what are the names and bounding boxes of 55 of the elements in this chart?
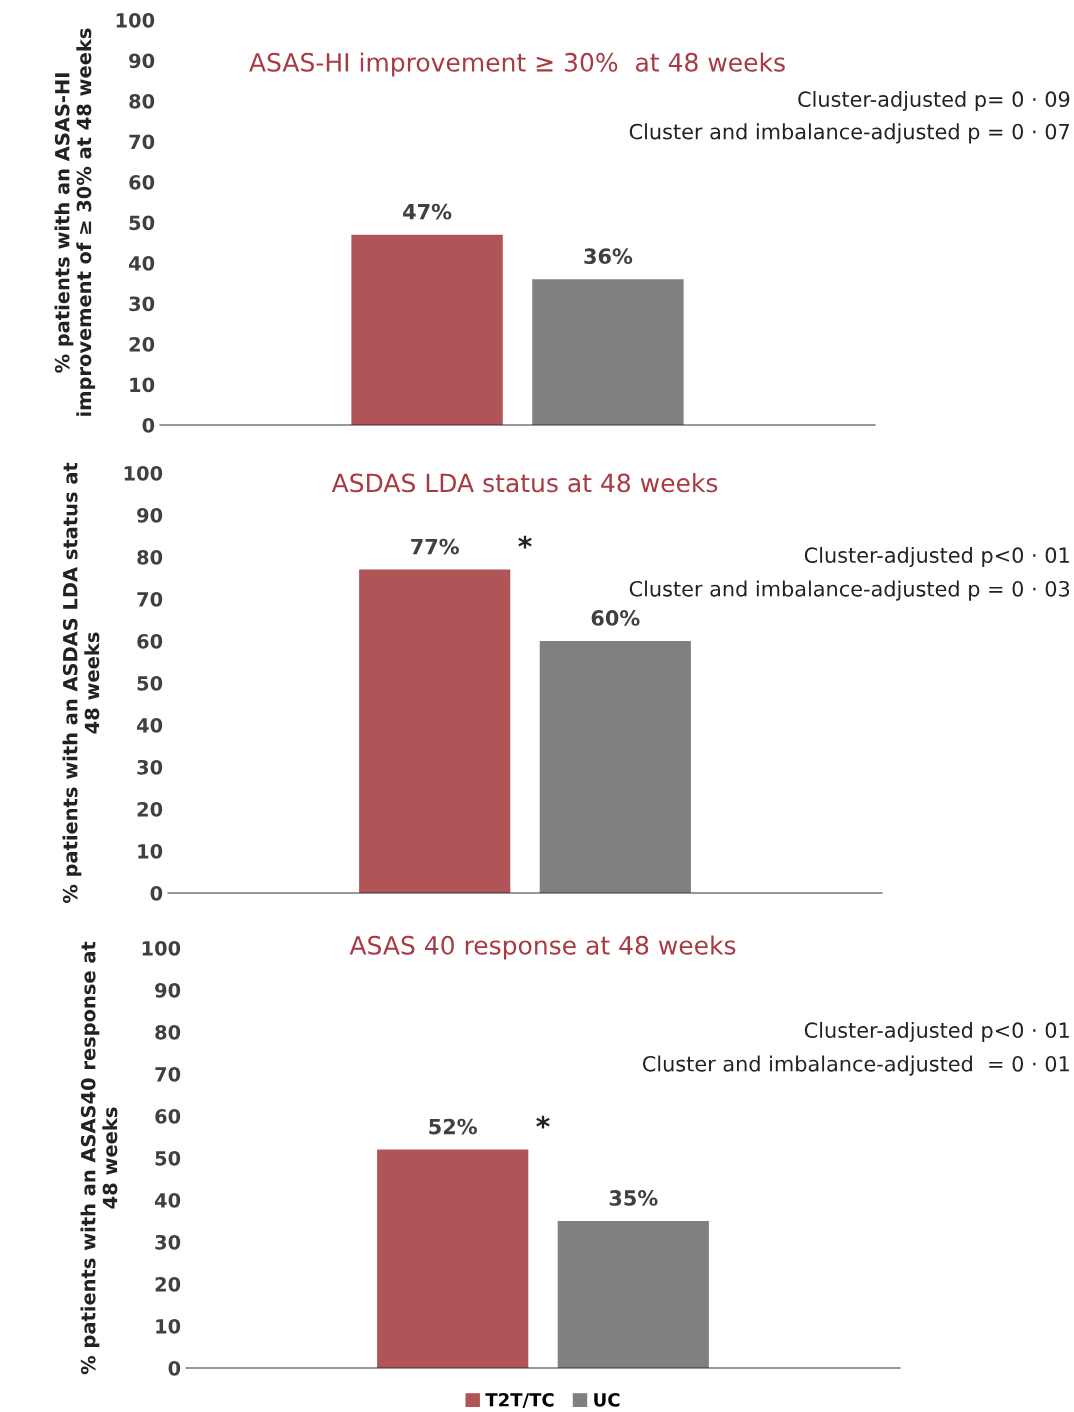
y-axis-title: % patients with an ASAS40 response at 48 weeks xyxy=(80,941,118,1375)
y-tick-label: 80 xyxy=(137,549,163,565)
annotation: Cluster-adjusted p<0 · 01 xyxy=(804,546,1069,568)
y-tick-label: 100 xyxy=(124,465,163,481)
y-tick-label: 100 xyxy=(142,940,181,956)
annotation: Cluster and imbalance-adjusted p = 0 · 07 xyxy=(629,123,1069,144)
y-tick-label: 90 xyxy=(155,982,181,998)
y-tick-label: 0 xyxy=(150,885,163,901)
legend-label: UC xyxy=(594,1392,620,1407)
annotation: Cluster and imbalance-adjusted p = 0 · 03 xyxy=(629,580,1070,601)
y-tick-label: 0 xyxy=(142,417,155,433)
y-tick-label: 70 xyxy=(137,591,163,607)
data-label: 47% xyxy=(403,203,452,220)
annotation: Cluster and imbalance-adjusted = 0 · 01 xyxy=(642,1055,1069,1076)
y-tick-label: 60 xyxy=(155,1108,181,1124)
legend-label: T2T/TC xyxy=(485,1392,554,1409)
y-tick-label: 50 xyxy=(155,1150,181,1166)
y-tick-label: 100 xyxy=(116,12,155,28)
y-tick-label: 70 xyxy=(155,1066,181,1082)
y-tick-label: 20 xyxy=(137,801,163,817)
y-tick-label: 60 xyxy=(137,633,163,649)
y-tick-label: 90 xyxy=(129,53,155,69)
y-tick-label: 80 xyxy=(155,1024,181,1040)
y-tick-label: 30 xyxy=(137,759,163,775)
y-tick-label: 60 xyxy=(129,174,155,190)
y-axis-title: % patients with an ASAS-HI improvement of ≥ 30% at 48 weeks xyxy=(54,28,96,416)
data-label: 52% xyxy=(429,1118,477,1135)
data-label: 77% xyxy=(411,538,459,555)
annotation: Cluster-adjusted p= 0 · 09 xyxy=(798,90,1070,112)
y-tick-label: 80 xyxy=(129,93,155,109)
chart-title: ASDAS LDA status at 48 weeks xyxy=(331,473,718,493)
data-label: 60% xyxy=(591,610,640,626)
y-tick-label: 0 xyxy=(168,1360,181,1376)
y-tick-label: 90 xyxy=(137,507,163,523)
data-label: 35% xyxy=(609,1190,658,1206)
data-label: 36% xyxy=(584,248,633,265)
text: ASAS-HI improvement ≥ 30% at 48 weeks xyxy=(249,52,785,77)
y-tick-label: 10 xyxy=(130,377,155,393)
y-tick-label: 40 xyxy=(128,255,155,271)
y-tick-label: 70 xyxy=(129,134,155,150)
y-tick-label: 50 xyxy=(129,215,155,231)
y-tick-label: 30 xyxy=(129,296,155,312)
y-axis-title: % patients with an ASDAS LDA status at 48 weeks xyxy=(62,462,100,904)
y-tick-label: 40 xyxy=(136,717,163,733)
y-tick-label: 40 xyxy=(154,1192,181,1208)
y-tick-label: 20 xyxy=(129,336,155,352)
chart-title: ASAS 40 response at 48 weeks xyxy=(349,935,736,960)
y-tick-label: 20 xyxy=(155,1276,181,1292)
y-tick-label: 10 xyxy=(156,1318,181,1334)
y-tick-label: 50 xyxy=(137,675,163,691)
y-tick-label: 30 xyxy=(155,1234,181,1250)
annotation: Cluster-adjusted p<0 · 01 xyxy=(804,1021,1069,1043)
annotation: * xyxy=(536,1115,550,1129)
annotation: * xyxy=(518,535,532,549)
y-tick-label: 10 xyxy=(138,843,163,859)
